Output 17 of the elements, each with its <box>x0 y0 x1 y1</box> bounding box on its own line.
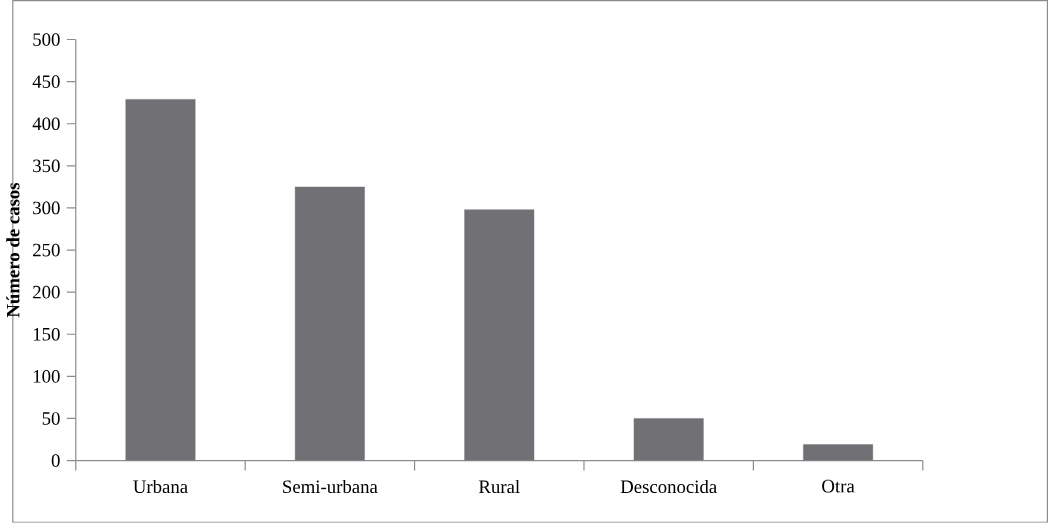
x-tick-label: Rural <box>478 479 520 494</box>
y-tick-label: 500 <box>33 33 60 46</box>
y-tick-label: 300 <box>33 201 60 215</box>
y-tick-label: 50 <box>42 412 60 425</box>
y-tick-label: 350 <box>33 159 60 173</box>
y-tick-label: 400 <box>32 117 60 131</box>
y-tick-label: 200 <box>33 285 60 299</box>
y-tick-label: 450 <box>32 75 60 89</box>
y-tick-label: 250 <box>33 243 60 257</box>
x-tick-label: Semi-urbana <box>283 479 378 494</box>
x-tick-label: Desconocida <box>620 479 717 494</box>
y-axis-title: Número de casos <box>6 182 20 318</box>
x-tick-label: Otra <box>822 479 855 493</box>
y-tick-label: 150 <box>33 328 60 341</box>
y-tick-label: 100 <box>33 370 60 383</box>
y-tick-label: 0 <box>51 454 60 467</box>
x-tick-label: Urbana <box>133 479 188 494</box>
